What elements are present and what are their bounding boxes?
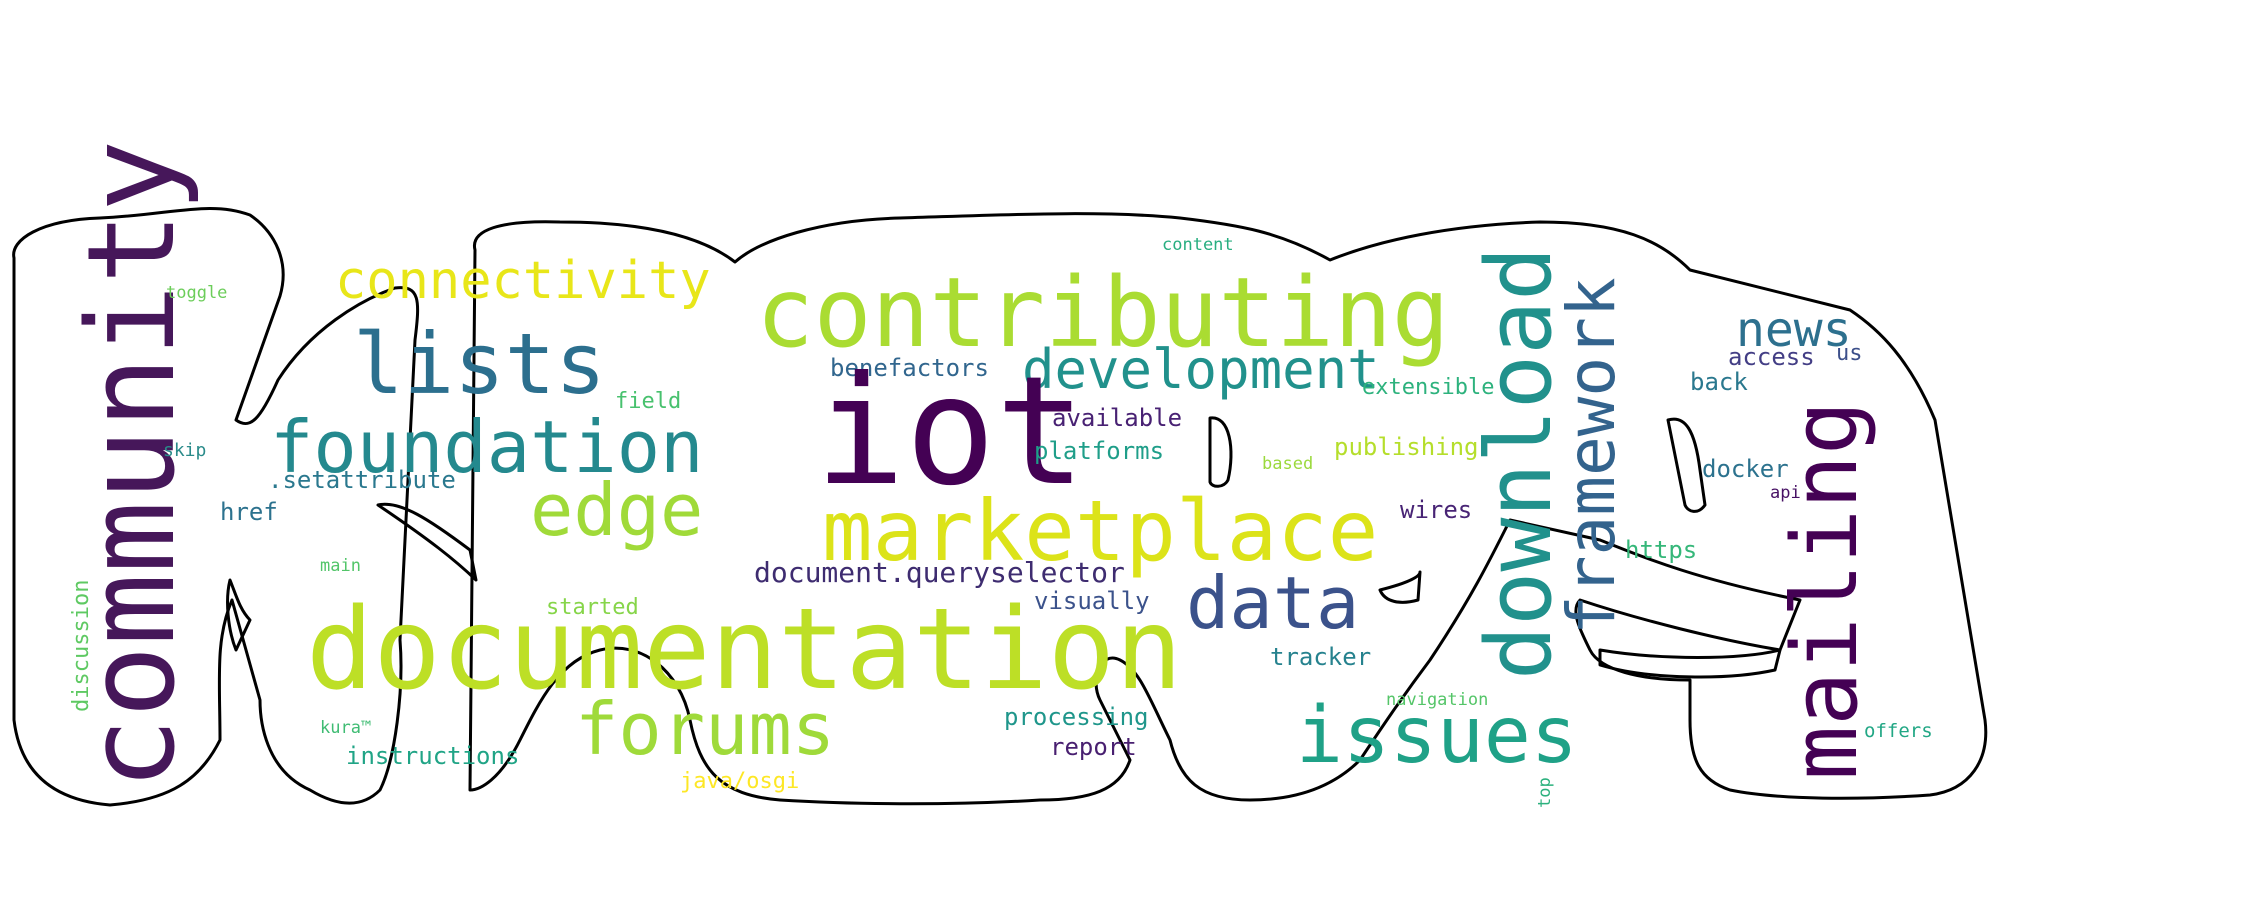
word-skip: skip — [163, 440, 206, 461]
word-instructions: instructions — [346, 742, 519, 770]
word-java-osgi: java/osgi — [680, 769, 799, 794]
word-top: top — [1535, 777, 1555, 808]
word-main: main — [320, 556, 361, 576]
word-offers: offers — [1864, 720, 1933, 742]
word-https: https — [1625, 536, 1697, 564]
outline-left-notch — [376, 502, 478, 582]
word-publishing: publishing — [1334, 433, 1479, 461]
word-based: based — [1262, 454, 1313, 474]
word-back: back — [1690, 368, 1748, 396]
word-framework: framework — [1553, 277, 1630, 635]
word-started: started — [546, 595, 639, 620]
word-connectivity: connectivity — [335, 251, 711, 311]
outline-center-hole-3 — [1666, 417, 1707, 513]
word-toggle: toggle — [166, 283, 227, 303]
word-discussion: discussion — [69, 580, 94, 712]
word-foundation: foundation — [270, 405, 703, 489]
outline-left — [12, 206, 420, 807]
word-processing: processing — [1004, 703, 1149, 731]
word-download: download — [1467, 247, 1572, 680]
word-docker: docker — [1702, 455, 1789, 483]
word-documentation: documentation — [306, 585, 1183, 715]
word-iot: iot — [815, 345, 1086, 519]
word-forums: forums — [575, 687, 835, 771]
outline-center — [468, 212, 1988, 806]
word-community: community — [63, 140, 202, 790]
mask-outline — [12, 206, 1988, 807]
word-us: us — [1836, 341, 1863, 366]
word-access: access — [1728, 343, 1815, 371]
word-navigation: navigation — [1386, 690, 1488, 710]
word-marketplace: marketplace — [822, 482, 1378, 580]
word-setattribute: .setattribute — [268, 466, 456, 494]
word-benefactors: benefactors — [830, 354, 989, 382]
word-tracker: tracker — [1270, 643, 1371, 671]
word-document-queryselector: document.queryselector — [754, 556, 1125, 589]
word-field: field — [615, 389, 681, 414]
word-wires: wires — [1400, 496, 1472, 524]
word-news: news — [1736, 302, 1852, 358]
word-data: data — [1186, 561, 1359, 645]
word-api: api — [1770, 483, 1801, 503]
outline-center-hole-1 — [1208, 416, 1233, 488]
word-issues: issues — [1296, 691, 1578, 781]
word-development: development — [1022, 338, 1380, 401]
word-edge: edge — [530, 468, 703, 552]
word-href: href — [220, 498, 278, 526]
word-extensible: extensible — [1362, 375, 1494, 400]
word-contributing: contributing — [756, 257, 1450, 369]
outline-center-hole-2 — [1378, 570, 1422, 604]
word-platforms: platforms — [1034, 437, 1164, 465]
word-available: available — [1052, 404, 1182, 432]
word-kura: kura™ — [320, 718, 371, 738]
outline-center-hole-4 — [1598, 648, 1782, 679]
word-lists: lists — [353, 315, 606, 413]
word-report: report — [1050, 733, 1137, 761]
word-visually: visually — [1034, 587, 1150, 615]
word-content: content — [1162, 235, 1234, 255]
word-mailing: mailing — [1773, 401, 1878, 780]
outline-left-slit — [226, 578, 252, 652]
